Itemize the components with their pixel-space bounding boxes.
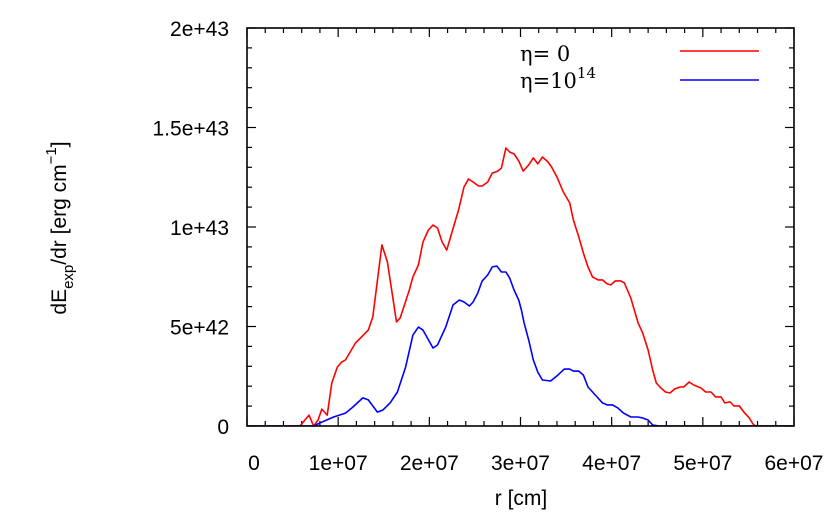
- series-line-eta-1e14: [247, 265, 794, 426]
- plot-frame: [246, 27, 795, 427]
- x-tick-label: 2e+07: [400, 452, 459, 475]
- y-tick-label: 5e+42: [170, 317, 229, 340]
- y-tick-label: 2e+43: [170, 18, 229, 41]
- x-tick-label: 3e+07: [491, 452, 550, 475]
- y-axis-title: dEexp/dr [erg cm−1]: [43, 141, 77, 314]
- x-tick-label: 6e+07: [765, 452, 824, 475]
- x-axis-title: r [cm]: [495, 487, 548, 510]
- y-tick-label: 1e+43: [170, 217, 229, 240]
- y-tick-label: 1.5e+43: [153, 118, 230, 141]
- plot-series: [247, 147, 794, 426]
- x-tick-label: 4e+07: [582, 452, 641, 475]
- y-tick-label: 0: [217, 416, 229, 439]
- legend: η= 0 η=1014: [520, 42, 759, 93]
- legend-label-eta-1e14: η=1014: [520, 64, 596, 93]
- x-tick-label: 1e+07: [309, 452, 368, 475]
- svg-text:dEexp/dr [erg cm−1]: dEexp/dr [erg cm−1]: [43, 141, 77, 314]
- x-tick-label: 0: [248, 452, 260, 475]
- legend-label-eta-0: η= 0: [520, 42, 570, 66]
- tick-labels: 0 1e+07 2e+07 3e+07 4e+07 5e+07 6e+07 0 5e+42 1e+…: [153, 18, 824, 475]
- series-line-eta-0: [247, 147, 794, 426]
- x-tick-label: 5e+07: [673, 452, 732, 475]
